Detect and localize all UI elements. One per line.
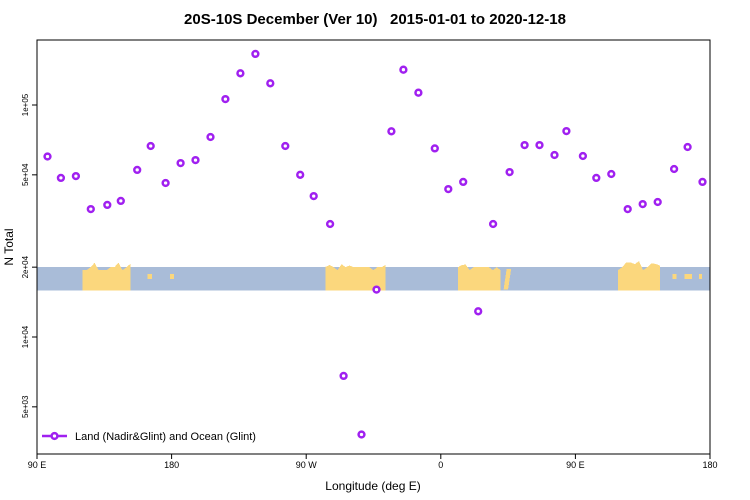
land-australia-second-pass	[618, 261, 660, 291]
x-tick-label: 0	[438, 460, 443, 470]
data-point	[683, 142, 692, 152]
x-tick-label: 90 E	[28, 460, 47, 470]
x-tick-label: 180	[702, 460, 717, 470]
data-point	[638, 199, 647, 209]
data-point	[578, 151, 588, 161]
data-point	[387, 127, 396, 136]
map-band	[37, 261, 710, 291]
data-point	[206, 132, 215, 142]
data-point	[444, 184, 453, 194]
data-point	[236, 69, 245, 78]
data-point	[133, 165, 142, 175]
data-point	[146, 141, 155, 151]
y-tick-label: 1e+04	[21, 325, 30, 348]
data-point	[562, 126, 571, 136]
data-point	[309, 191, 318, 201]
data-point	[339, 371, 348, 381]
legend-label: Land (Nadir&Glint) and Ocean (Glint)	[75, 431, 256, 443]
data-point	[399, 65, 408, 74]
data-point	[698, 177, 707, 187]
data-point	[191, 155, 200, 165]
data-point	[325, 219, 335, 229]
land-melanesia-islands	[147, 274, 153, 280]
data-point	[176, 158, 185, 168]
y-tick-label: 5e+03	[21, 395, 30, 418]
land-africa	[458, 264, 501, 291]
x-tick-label: 90 E	[566, 460, 585, 470]
data-point	[669, 164, 679, 174]
data-points	[43, 49, 707, 439]
land-madagascar	[503, 269, 512, 290]
data-point	[520, 140, 529, 150]
data-point	[372, 285, 381, 294]
y-tick-label: 1e+05	[21, 93, 30, 116]
plot-frame	[36, 39, 711, 455]
data-point	[86, 204, 95, 214]
x-axis-ticks: 90 E 180 90 W 0 90 E 180	[28, 454, 718, 470]
data-point	[281, 141, 290, 151]
y-tick-label: 5e+04	[21, 163, 30, 186]
data-point	[56, 173, 66, 183]
x-tick-label: 180	[164, 460, 179, 470]
data-point	[357, 430, 366, 439]
land-coral-sea-islands	[672, 274, 677, 280]
y-axis-ticks: 1e+05 5e+04 2e+04 1e+04 5e+03	[21, 93, 37, 418]
chart-title: 20S-10S December (Ver 10) 2015-01-01 to …	[184, 11, 566, 28]
data-point	[116, 196, 125, 206]
data-point	[550, 150, 559, 160]
land-australia-first-pass	[82, 262, 131, 291]
legend: Land (Nadir&Glint) and Ocean (Glint)	[42, 431, 256, 443]
y-axis-label: N Total	[2, 228, 16, 265]
data-point	[266, 79, 275, 88]
data-point	[459, 177, 468, 187]
data-point	[607, 169, 616, 179]
data-point	[251, 49, 260, 59]
data-point	[535, 140, 544, 150]
land-fiji-second-pass	[698, 274, 702, 280]
data-point	[161, 178, 170, 188]
data-point	[488, 219, 498, 229]
data-point	[430, 144, 439, 153]
legend-open-circle-icon	[50, 431, 59, 441]
data-point	[296, 170, 305, 179]
x-tick-label: 90 W	[296, 460, 318, 470]
data-point	[474, 307, 483, 316]
data-point	[103, 200, 112, 210]
data-point	[221, 94, 230, 104]
x-axis-label: Longitude (deg E)	[325, 479, 420, 493]
data-point	[653, 197, 662, 207]
data-point	[414, 88, 423, 97]
y-tick-label: 2e+04	[21, 255, 30, 278]
land-fiji-islands	[170, 274, 174, 280]
land-south-america	[325, 264, 386, 291]
data-point	[505, 167, 514, 177]
data-point	[71, 171, 81, 181]
data-point	[43, 152, 52, 161]
data-point	[592, 173, 601, 183]
land-vanuatu-islands	[684, 274, 693, 280]
data-point	[623, 204, 632, 214]
